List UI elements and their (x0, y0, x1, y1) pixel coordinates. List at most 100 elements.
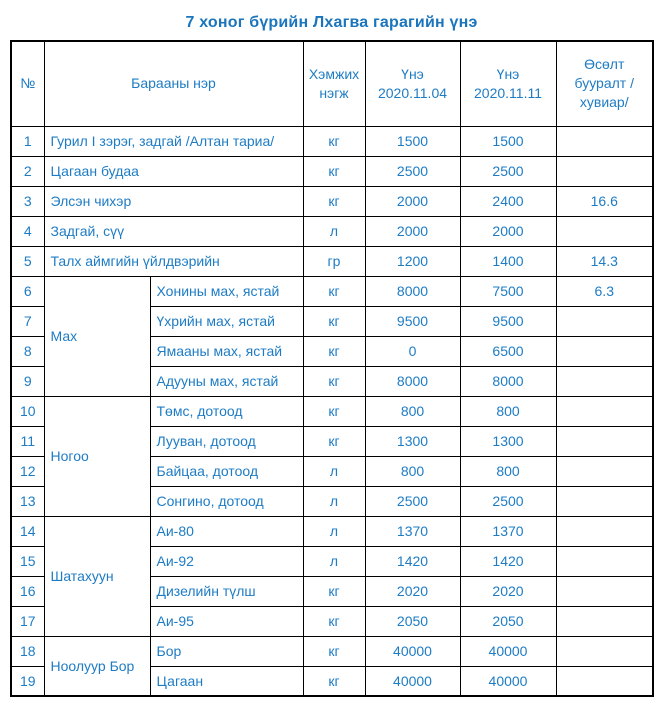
table-row: 16 Дизелийн түлш кг 2020 2020 (10, 575, 654, 607)
item-name-cell: Задгай, сүү (43, 215, 304, 247)
row-number-cell: 18 (10, 635, 45, 667)
price-table-body: 1 Гурил I зэрэг, задгай /Алтан тариа/кг 15… (10, 125, 654, 697)
unit-cell: кг (302, 365, 366, 397)
unit-cell: л (302, 515, 366, 547)
price-new-cell: 2500 (459, 155, 557, 187)
change-percent-cell (555, 485, 654, 517)
price-new-cell: 8000 (459, 365, 557, 397)
row-number-cell: 9 (10, 365, 45, 397)
row-number-cell: 17 (10, 605, 45, 637)
table-row: 12 Байцаа, дотоод л 800 800 (10, 455, 654, 487)
row-number-cell: 15 (10, 545, 45, 577)
row-number-cell: 2 (10, 155, 45, 187)
change-percent-cell: 14.3 (555, 245, 654, 277)
row-number-cell: 6 (10, 275, 45, 307)
change-percent-cell: 16.6 (555, 185, 654, 217)
table-row: 4 Задгай, сүү л 2000 2000 (10, 215, 654, 247)
row-number-cell: 7 (10, 305, 45, 337)
price-table: № Барааны нэр Хэмжих нэгж Үнэ 2020.11.04… (10, 40, 654, 697)
table-row: 9 Адууны мах, ястай кг 8000 8000 (10, 365, 654, 397)
change-percent-cell (555, 635, 654, 667)
table-row: 7 Үхрийн мах, ястай кг 9500 9500 (10, 305, 654, 337)
unit-cell: гр (302, 245, 366, 277)
table-row: 15 Аи-92 л 1420 1420 (10, 545, 654, 577)
row-number-cell: 14 (10, 515, 45, 547)
price-new-cell: 7500 (459, 275, 557, 307)
change-percent-cell (555, 425, 654, 457)
price-old-cell: 2000 (364, 215, 461, 247)
item-name-cell: Хонины мах, ястай (149, 275, 304, 307)
column-header-price-old: Үнэ 2020.11.04 (364, 40, 461, 127)
column-header-price-new: Үнэ 2020.11.11 (459, 40, 557, 127)
row-number-cell: 4 (10, 215, 45, 247)
table-row: 1 Гурил I зэрэг, задгай /Алтан тариа/кг 15… (10, 125, 654, 157)
item-name-cell: Дизелийн түлш (149, 575, 304, 607)
price-old-cell: 9500 (364, 305, 461, 337)
item-name-cell: Төмс, дотоод (149, 395, 304, 427)
group-name-cell: Ногоо (43, 395, 151, 517)
price-new-cell: 800 (459, 395, 557, 427)
column-header-unit: Хэмжих нэгж (302, 40, 366, 127)
row-number-cell: 1 (10, 125, 45, 157)
header-row: № Барааны нэр Хэмжих нэгж Үнэ 2020.11.04… (10, 40, 654, 127)
price-new-cell: 1370 (459, 515, 557, 547)
table-row: 3 Элсэн чихэр кг 2000 2400 16.6 (10, 185, 654, 217)
table-row: 8 Ямааны мах, ястай кг 0 6500 (10, 335, 654, 367)
price-new-cell: 40000 (459, 665, 557, 697)
row-number-cell: 10 (10, 395, 45, 427)
unit-cell: кг (302, 305, 366, 337)
change-percent-cell (555, 335, 654, 367)
price-new-cell: 2000 (459, 215, 557, 247)
price-old-cell: 8000 (364, 275, 461, 307)
column-header-item-name: Барааны нэр (43, 40, 304, 127)
price-old-cell: 2000 (364, 185, 461, 217)
price-old-cell: 1370 (364, 515, 461, 547)
change-percent-cell (555, 605, 654, 637)
table-row: 10 Ногоо Төмс, дотоод кг 800 800 (10, 395, 654, 517)
table-row: 14 Шатахуун Аи-80 л 1370 1370 (10, 515, 654, 637)
price-old-cell: 40000 (364, 665, 461, 697)
price-old-cell: 800 (364, 395, 461, 427)
price-new-cell: 1500 (459, 125, 557, 157)
table-row: 5 Талх аймгийн үйлдвэрийн гр 1200 1400 14.3 (10, 245, 654, 277)
row-number-cell: 8 (10, 335, 45, 367)
unit-cell: кг (302, 395, 366, 427)
item-name-cell: Талх аймгийн үйлдвэрийн (43, 245, 304, 277)
price-old-cell: 800 (364, 455, 461, 487)
unit-cell: кг (302, 335, 366, 367)
unit-cell: кг (302, 575, 366, 607)
item-name-cell: Үхрийн мах, ястай (149, 305, 304, 337)
item-name-cell: Элсэн чихэр (43, 185, 304, 217)
column-header-change-percent: Өсөлт бууралт /хувиар/ (555, 40, 654, 127)
price-new-cell: 40000 (459, 635, 557, 667)
price-old-cell: 0 (364, 335, 461, 367)
change-percent-cell (555, 545, 654, 577)
item-name-cell: Бор (149, 635, 304, 667)
change-percent-cell (555, 455, 654, 487)
change-percent-cell (555, 665, 654, 697)
row-number-cell: 16 (10, 575, 45, 607)
item-name-cell: Аи-80 (149, 515, 304, 547)
price-new-cell: 6500 (459, 335, 557, 367)
unit-cell: кг (302, 125, 366, 157)
row-number-cell: 11 (10, 425, 45, 457)
unit-cell: кг (302, 275, 366, 307)
row-number-cell: 12 (10, 455, 45, 487)
row-number-cell: 3 (10, 185, 45, 217)
item-name-cell: Цагаан будаа (43, 155, 304, 187)
change-percent-cell (555, 395, 654, 427)
price-new-cell: 2050 (459, 605, 557, 637)
unit-cell: кг (302, 185, 366, 217)
unit-cell: л (302, 485, 366, 517)
row-number-cell: 13 (10, 485, 45, 517)
price-old-cell: 1500 (364, 125, 461, 157)
price-new-cell: 1300 (459, 425, 557, 457)
price-old-cell: 8000 (364, 365, 461, 397)
item-name-cell: Гурил I зэрэг, задгай /Алтан тариа/ (43, 125, 304, 157)
price-old-cell: 1420 (364, 545, 461, 577)
price-old-cell: 1300 (364, 425, 461, 457)
group-name-cell: Ноолуур Бор (43, 635, 151, 697)
price-new-cell: 2400 (459, 185, 557, 217)
group-name-cell: Мах (43, 275, 151, 397)
